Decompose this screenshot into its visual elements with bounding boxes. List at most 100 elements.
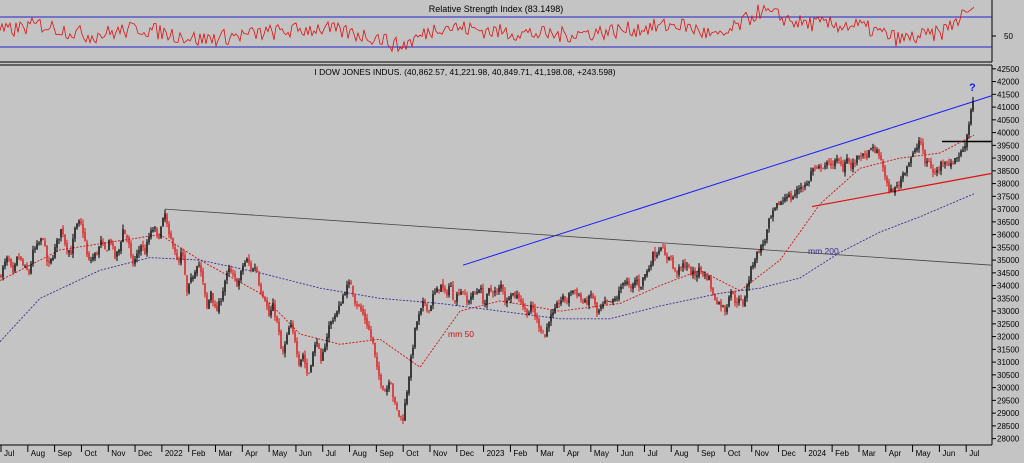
candle-body — [464, 293, 466, 295]
candle-body — [148, 236, 150, 243]
candle-body — [742, 300, 744, 305]
y-tick-label: 32500 — [997, 320, 1020, 329]
candle-body — [734, 294, 736, 304]
candle-body — [332, 320, 334, 323]
candle-body — [318, 343, 320, 349]
candle-body — [76, 223, 78, 229]
rsi-line-group — [0, 4, 975, 53]
x-tick-label: Nov — [111, 449, 125, 458]
candle-body — [366, 318, 368, 326]
candle-body — [218, 301, 220, 313]
candle-body — [66, 242, 68, 252]
candle-body — [608, 301, 610, 302]
y-tick-label: 34000 — [997, 282, 1020, 291]
candle-body — [572, 290, 574, 293]
candle-body — [630, 286, 632, 289]
candle-body — [752, 265, 754, 268]
candle-body — [204, 283, 206, 295]
candle-body — [828, 160, 830, 162]
candle-body — [362, 308, 364, 314]
candle-body — [746, 285, 748, 298]
candle-body — [372, 336, 374, 343]
candle-body — [254, 267, 256, 269]
candle-body — [932, 169, 934, 173]
candle-body — [922, 142, 924, 151]
candle-body — [658, 250, 660, 254]
y-tick-label: 40500 — [997, 116, 1020, 125]
candle-body — [428, 310, 430, 312]
candle-body — [382, 385, 384, 390]
candle-body — [182, 252, 184, 257]
candle-body — [248, 258, 250, 264]
candle-body — [108, 240, 110, 251]
y-tick-label: 28500 — [997, 422, 1020, 431]
candle-body — [210, 291, 212, 301]
rsi-bands — [0, 16, 992, 48]
candle-body — [688, 265, 690, 267]
candle-body — [302, 354, 304, 360]
candle-body — [446, 291, 448, 296]
candle-body — [692, 270, 694, 275]
x-tick-label: Nov — [433, 449, 447, 458]
y-tick-label: 38000 — [997, 180, 1020, 189]
candle-body — [824, 166, 826, 168]
x-tick-label: Sep — [58, 449, 73, 458]
x-tick-label: Feb — [192, 449, 206, 458]
candle-body — [660, 247, 662, 251]
candle-body — [498, 287, 500, 292]
x-tick-label: Dec — [782, 449, 796, 458]
y-tick-label: 37000 — [997, 205, 1020, 214]
candle-body — [364, 312, 366, 320]
candle-body — [260, 284, 262, 293]
candle-body — [846, 158, 848, 164]
candle-body — [670, 255, 672, 257]
candle-body — [634, 280, 636, 285]
candle-body — [350, 281, 352, 285]
candle-body — [386, 388, 388, 392]
candle-body — [324, 346, 326, 352]
candle-body — [336, 311, 338, 317]
candle-body — [174, 247, 176, 253]
candle-body — [102, 241, 104, 244]
candle-body — [814, 167, 816, 169]
candle-body — [408, 376, 410, 394]
candle-body — [430, 305, 432, 312]
candle-body — [682, 263, 684, 268]
candle-body — [838, 158, 840, 161]
candle-body — [898, 184, 900, 186]
candle-body — [320, 348, 322, 362]
candle-body — [172, 238, 174, 247]
candle-body — [300, 359, 302, 366]
candle-body — [528, 312, 530, 316]
y-tick-label: 29500 — [997, 396, 1020, 405]
candle-body — [626, 281, 628, 284]
candle-body — [168, 223, 170, 235]
candle-body — [144, 248, 146, 255]
candle-body — [812, 168, 814, 172]
candle-body — [134, 259, 136, 264]
candle-body — [868, 150, 870, 158]
y-tick-label: 33500 — [997, 294, 1020, 303]
trendline-long — [164, 208, 993, 266]
candle-body — [728, 296, 730, 307]
x-tick-label: Apr — [567, 449, 580, 458]
x-tick-label: Dec — [460, 449, 474, 458]
candle-body — [370, 329, 372, 338]
candle-body — [118, 249, 120, 253]
candle-body — [400, 415, 402, 417]
candle-body — [444, 287, 446, 291]
candle-body — [506, 300, 508, 304]
candle-body — [946, 162, 948, 164]
candle-body — [90, 259, 92, 261]
candle-body — [392, 383, 394, 398]
candle-body — [486, 293, 488, 305]
candle-body — [416, 321, 418, 329]
candle-body — [140, 245, 142, 252]
candle-body — [888, 181, 890, 193]
x-tick-label: Oct — [406, 449, 419, 458]
candle-body — [306, 363, 308, 374]
candle-body — [234, 274, 236, 278]
candle-body — [578, 295, 580, 297]
candle-body — [912, 152, 914, 157]
candle-body — [308, 372, 310, 374]
